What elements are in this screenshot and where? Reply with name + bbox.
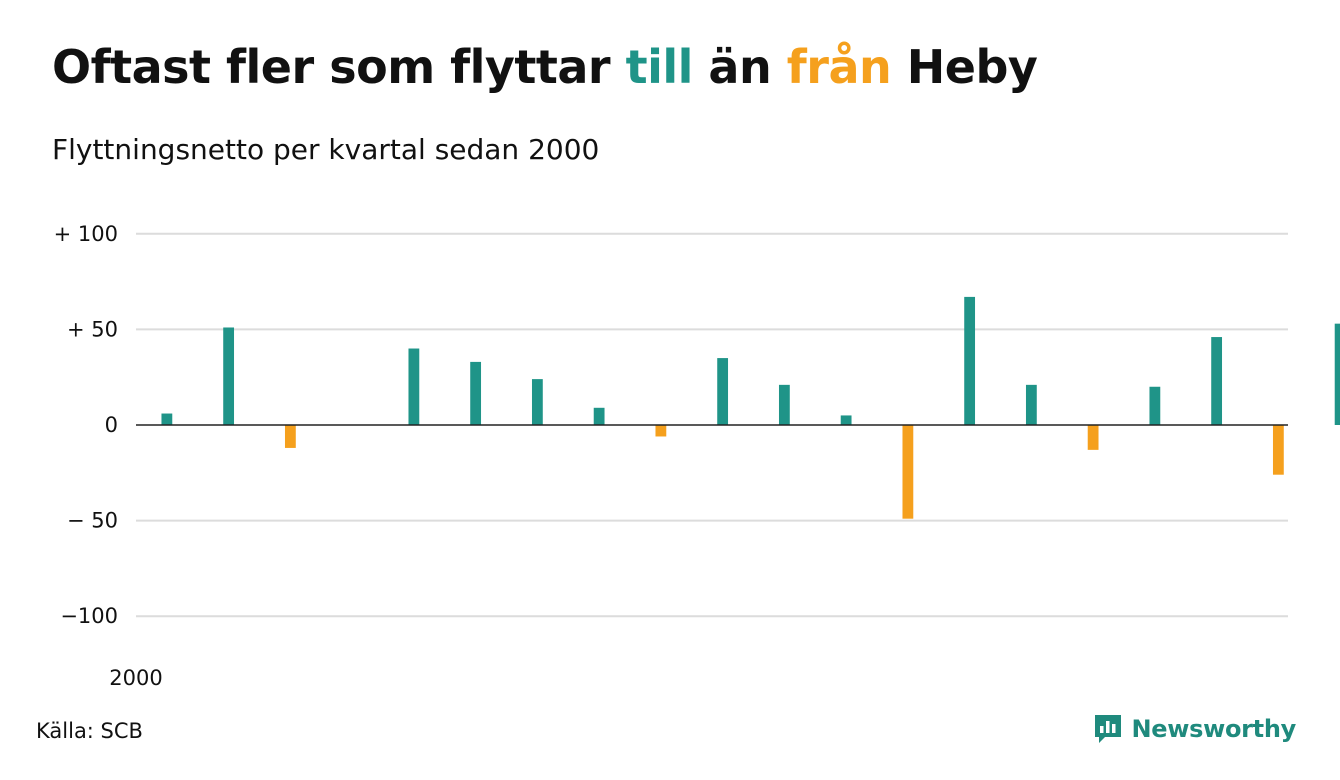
- bar: [1149, 386, 1161, 425]
- bar: [593, 407, 605, 425]
- bar: [1087, 425, 1099, 450]
- bars: [161, 296, 1340, 519]
- bar: [840, 415, 852, 425]
- bar: [1211, 337, 1223, 425]
- y-tick-label: − 50: [67, 509, 118, 533]
- bar: [1025, 384, 1037, 425]
- bar: [1334, 323, 1340, 425]
- title-part-3: Heby: [891, 40, 1038, 94]
- title-part-2: än: [692, 40, 787, 94]
- bar: [902, 425, 914, 519]
- bar: [778, 384, 790, 425]
- bar: [161, 413, 173, 425]
- bar: [223, 327, 235, 425]
- source-note: Källa: SCB: [36, 719, 143, 743]
- newsworthy-logo: Newsworthy: [1093, 713, 1296, 745]
- bar: [1272, 425, 1284, 475]
- bar: [655, 425, 667, 437]
- chart-subtitle: Flyttningsnetto per kvartal sedan 2000: [52, 133, 600, 166]
- bar: [531, 379, 543, 425]
- title-till: till: [625, 40, 694, 94]
- y-tick-label: + 100: [54, 222, 118, 246]
- y-tick-label: −100: [60, 604, 118, 628]
- bar: [717, 358, 729, 425]
- logo-text: Newsworthy: [1131, 715, 1296, 743]
- title-part-1: Oftast fler som flyttar: [52, 40, 626, 94]
- bar: [470, 361, 482, 425]
- newsworthy-logo-icon: [1095, 715, 1122, 743]
- x-tick-labels: 20002005201020152020: [109, 666, 162, 690]
- grid-lines: [136, 232, 1288, 618]
- x-tick-label: 2000: [109, 666, 162, 690]
- chart-title: Oftast fler som flyttar till än från Heb…: [52, 40, 1038, 94]
- bar: [408, 348, 420, 425]
- y-tick-labels: + 100 + 50 0 − 50 −100: [54, 222, 118, 628]
- bar: [284, 425, 296, 448]
- y-tick-label: 0: [105, 413, 118, 437]
- y-tick-label: + 50: [67, 317, 118, 341]
- title-fran: från: [786, 40, 892, 94]
- bar: [964, 296, 976, 425]
